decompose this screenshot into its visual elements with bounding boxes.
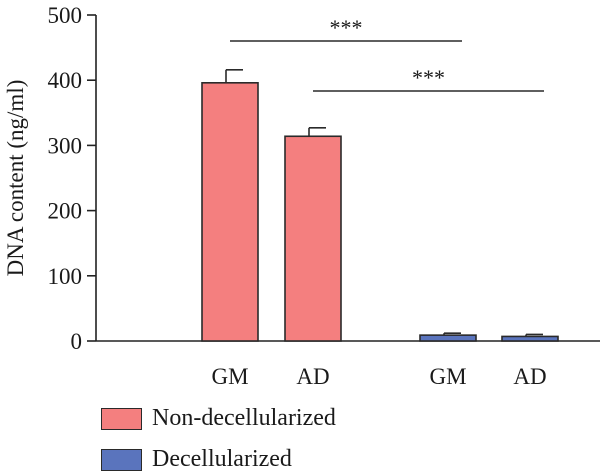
y-axis-label: DNA content (ng/ml) [3,80,28,277]
legend-swatch-non-decellularized [101,407,142,430]
legend-swatch-decellularized [101,448,142,471]
x-tick-label: AD [513,364,546,389]
legend-label-non-decellularized: Non-decellularized [152,405,336,431]
x-axis: GM AD GM AD [96,340,600,389]
significance-brackets: *** *** [230,15,544,92]
y-tick-label: 200 [48,199,83,224]
x-tick-label: AD [296,364,329,389]
y-axis: 0 100 200 300 400 500 [48,3,97,354]
x-tick-label: GM [211,364,248,389]
legend-label-decellularized: Decellularized [152,446,292,472]
legend-item-decellularized: Decellularized [101,446,292,473]
bar [501,335,559,342]
significance-label: *** [330,15,363,40]
y-tick-label: 0 [71,329,83,354]
bar [284,135,342,342]
bar [419,334,477,342]
x-tick-label: GM [429,364,466,389]
bars [201,68,559,342]
legend-item-non-decellularized: Non-decellularized [101,405,336,432]
bar-chart: 0 100 200 300 400 500 GM AD GM AD *** *** DNA con… [3,3,600,389]
significance-label: *** [412,65,445,90]
y-tick-label: 100 [48,264,83,289]
bar [201,82,259,342]
y-tick-label: 400 [48,68,83,93]
y-tick-label: 500 [48,3,83,28]
y-tick-label: 300 [48,133,83,158]
